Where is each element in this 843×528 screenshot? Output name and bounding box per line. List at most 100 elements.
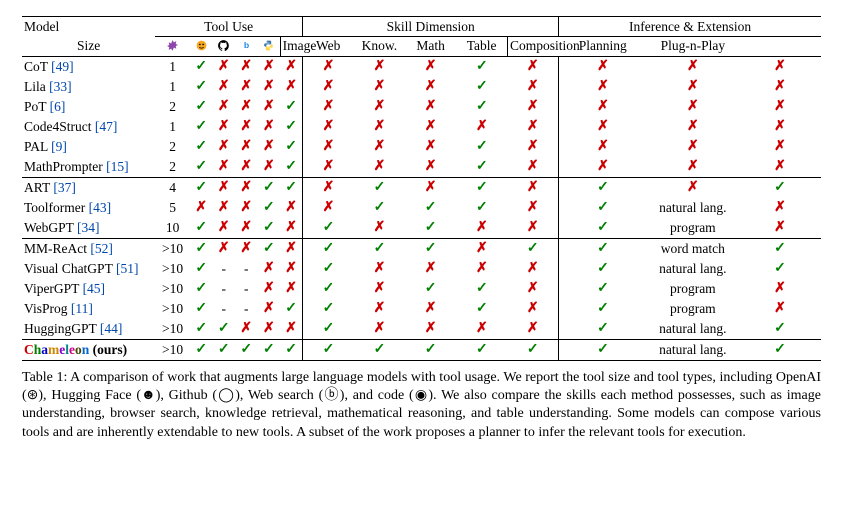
model-nameell: PAL [9] xyxy=(22,137,155,157)
col-skill-table: Table xyxy=(456,36,507,56)
caption-text: A comparison of work that augments large… xyxy=(22,370,821,440)
caption-label: Table 1: xyxy=(22,370,67,385)
model-nameell: HuggingGPT [44] xyxy=(22,319,155,340)
skill-cell: ✗ xyxy=(303,77,354,97)
table-row: Lila [33]1✓✗✗✗✗✗✗✗✓✗✗✗✗ xyxy=(22,77,821,97)
tool-cell: ✓ xyxy=(280,177,303,198)
tool-cell: ✗ xyxy=(258,97,281,117)
tool-cell: ✓ xyxy=(190,157,213,178)
colgroup-tooluse: Tool Use xyxy=(155,17,302,36)
plugnplay-cell: ✗ xyxy=(739,137,821,157)
tool-cell: ✗ xyxy=(235,177,258,198)
table-row: VisProg [11]>10✓--✗✓✓✗✗✓✗✓program✗ xyxy=(22,299,821,319)
skill-cell: ✓ xyxy=(405,218,456,239)
tool-cell: ✓ xyxy=(258,218,281,239)
skill-cell: ✗ xyxy=(507,77,558,97)
skill-cell: ✓ xyxy=(354,238,405,259)
planning-cell: natural lang. xyxy=(647,198,739,218)
tool-cell: ✓ xyxy=(190,177,213,198)
skill-cell: ✗ xyxy=(405,77,456,97)
col-skill-know: Know. xyxy=(354,36,405,56)
tool-cell: ✗ xyxy=(280,279,303,299)
tool-cell: ✗ xyxy=(235,238,258,259)
skill-cell: ✓ xyxy=(405,339,456,360)
composition-cell: ✓ xyxy=(559,177,647,198)
colgroup-inference: Inference & Extension xyxy=(559,17,821,36)
plugnplay-cell: ✓ xyxy=(739,259,821,279)
tool-cell: ✓ xyxy=(280,157,303,178)
tool-cell: ✓ xyxy=(280,339,303,360)
size-cell: 2 xyxy=(155,137,190,157)
openai-icon xyxy=(155,36,190,56)
skill-cell: ✗ xyxy=(456,319,507,340)
skill-cell: ✗ xyxy=(456,117,507,137)
tool-cell: ✓ xyxy=(190,279,213,299)
tool-cell: ✗ xyxy=(235,77,258,97)
plugnplay-cell: ✗ xyxy=(739,77,821,97)
tool-cell: ✗ xyxy=(280,77,303,97)
skill-cell: ✗ xyxy=(354,279,405,299)
size-cell: 1 xyxy=(155,77,190,97)
model-nameell: Lila [33] xyxy=(22,77,155,97)
skill-cell: ✓ xyxy=(303,339,354,360)
tool-cell: ✗ xyxy=(235,198,258,218)
plugnplay-cell: ✗ xyxy=(739,56,821,77)
skill-cell: ✗ xyxy=(354,259,405,279)
skill-cell: ✗ xyxy=(456,238,507,259)
tool-cell: - xyxy=(235,299,258,319)
planning-cell: ✗ xyxy=(647,77,739,97)
model-nameell: Toolformer [43] xyxy=(22,198,155,218)
huggingface-icon xyxy=(190,36,213,56)
tool-cell: ✗ xyxy=(258,259,281,279)
tool-cell: ✗ xyxy=(280,218,303,239)
skill-cell: ✓ xyxy=(303,218,354,239)
tool-cell: ✗ xyxy=(213,238,236,259)
tool-cell: ✓ xyxy=(280,117,303,137)
tool-cell: ✗ xyxy=(235,117,258,137)
tool-cell: ✗ xyxy=(258,279,281,299)
col-composition: Composition xyxy=(507,36,558,56)
tool-cell: ✓ xyxy=(235,339,258,360)
plugnplay-cell: ✓ xyxy=(739,238,821,259)
size-cell: 1 xyxy=(155,117,190,137)
plugnplay-cell: ✗ xyxy=(739,198,821,218)
size-cell: >10 xyxy=(155,238,190,259)
skill-cell: ✗ xyxy=(303,117,354,137)
size-cell: >10 xyxy=(155,259,190,279)
tool-cell: ✓ xyxy=(280,299,303,319)
skill-cell: ✗ xyxy=(507,177,558,198)
tool-cell: ✗ xyxy=(258,56,281,77)
tool-cell: ✗ xyxy=(213,137,236,157)
skill-cell: ✓ xyxy=(405,238,456,259)
composition-cell: ✗ xyxy=(559,117,647,137)
skill-cell: ✓ xyxy=(456,157,507,178)
tool-cell: ✗ xyxy=(235,319,258,340)
tool-cell: ✗ xyxy=(213,97,236,117)
plugnplay-cell: ✓ xyxy=(739,339,821,360)
skill-cell: ✓ xyxy=(303,279,354,299)
skill-cell: ✗ xyxy=(354,218,405,239)
tool-cell: ✗ xyxy=(280,259,303,279)
skill-cell: ✗ xyxy=(507,259,558,279)
tool-cell: ✗ xyxy=(258,77,281,97)
size-cell: 4 xyxy=(155,177,190,198)
skill-cell: ✗ xyxy=(303,157,354,178)
size-cell: 1 xyxy=(155,56,190,77)
skill-cell: ✗ xyxy=(507,56,558,77)
skill-cell: ✗ xyxy=(354,137,405,157)
tool-cell: ✗ xyxy=(213,77,236,97)
skill-cell: ✗ xyxy=(354,56,405,77)
composition-cell: ✓ xyxy=(559,339,647,360)
tool-cell: ✗ xyxy=(280,319,303,340)
skill-cell: ✗ xyxy=(303,137,354,157)
tool-cell: - xyxy=(213,259,236,279)
skill-cell: ✓ xyxy=(456,77,507,97)
plugnplay-cell: ✗ xyxy=(739,117,821,137)
tool-cell: ✗ xyxy=(213,177,236,198)
colgroup-skill: Skill Dimension xyxy=(303,17,559,36)
comparison-table: Model Tool Use Skill Dimension Inference… xyxy=(22,16,821,361)
model-nameell: Chameleon (ours) xyxy=(22,339,155,360)
skill-cell: ✗ xyxy=(456,218,507,239)
table-caption: Table 1: A comparison of work that augme… xyxy=(22,369,821,443)
skill-cell: ✓ xyxy=(354,198,405,218)
